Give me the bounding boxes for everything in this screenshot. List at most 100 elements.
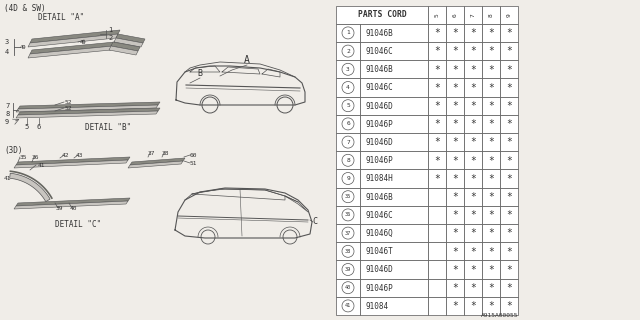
Bar (482, 60, 500, 78)
Circle shape (342, 154, 354, 166)
Bar (360, 242, 428, 260)
Text: *: * (506, 301, 512, 311)
Bar (482, 151, 500, 169)
Text: *: * (506, 210, 512, 220)
Text: *: * (488, 210, 494, 220)
Polygon shape (14, 160, 128, 168)
Text: 40: 40 (345, 285, 351, 290)
Polygon shape (18, 102, 160, 109)
Text: 52: 52 (65, 106, 72, 110)
Text: *: * (506, 119, 512, 129)
Text: *: * (434, 65, 440, 75)
Bar (500, 133, 518, 151)
Circle shape (201, 230, 215, 244)
Text: *: * (452, 28, 458, 38)
Bar (446, 260, 464, 279)
Bar (336, 279, 360, 297)
Text: *: * (506, 46, 512, 56)
Text: *: * (452, 192, 458, 202)
Polygon shape (109, 46, 138, 55)
Bar (360, 206, 428, 224)
Text: 8: 8 (5, 111, 9, 117)
Circle shape (342, 282, 354, 294)
Bar (482, 188, 500, 206)
Text: 6: 6 (346, 121, 350, 126)
Text: 52: 52 (65, 100, 72, 105)
Text: *: * (506, 265, 512, 275)
Bar (446, 224, 464, 242)
Text: *: * (452, 83, 458, 93)
Text: *: * (452, 301, 458, 311)
Text: 37: 37 (148, 150, 156, 156)
Text: 49: 49 (80, 39, 86, 44)
Circle shape (283, 230, 297, 244)
Text: *: * (452, 119, 458, 129)
Bar (360, 260, 428, 279)
Text: 91046P: 91046P (365, 156, 393, 165)
Text: *: * (434, 28, 440, 38)
Bar (446, 6, 464, 24)
Bar (360, 78, 428, 97)
Text: 91084H: 91084H (365, 174, 393, 183)
Text: 41: 41 (38, 163, 45, 167)
Text: *: * (470, 119, 476, 129)
Text: A: A (244, 55, 250, 65)
Text: *: * (506, 247, 512, 257)
Text: *: * (470, 46, 476, 56)
Text: 38: 38 (345, 249, 351, 254)
Text: (3D): (3D) (4, 146, 22, 155)
Text: *: * (434, 156, 440, 166)
Text: *: * (470, 101, 476, 111)
Bar (500, 115, 518, 133)
Circle shape (342, 45, 354, 57)
Text: *: * (488, 46, 494, 56)
Text: *: * (488, 28, 494, 38)
Bar (336, 42, 360, 60)
Bar (336, 188, 360, 206)
Text: *: * (470, 265, 476, 275)
Text: 9: 9 (346, 176, 350, 181)
Bar (428, 151, 446, 169)
Bar (336, 242, 360, 260)
Text: 41: 41 (4, 175, 12, 180)
Text: 43: 43 (76, 153, 83, 157)
Text: 9: 9 (506, 13, 511, 17)
Bar (446, 115, 464, 133)
Text: 91046P: 91046P (365, 284, 393, 292)
Text: DETAIL "C": DETAIL "C" (55, 220, 101, 229)
Bar (500, 78, 518, 97)
Text: *: * (470, 247, 476, 257)
Bar (336, 78, 360, 97)
Bar (336, 60, 360, 78)
Text: 91046D: 91046D (365, 138, 393, 147)
Text: 91046D: 91046D (365, 265, 393, 274)
Bar (464, 97, 482, 115)
Bar (446, 24, 464, 42)
Bar (482, 297, 500, 315)
Text: *: * (434, 46, 440, 56)
Bar (446, 242, 464, 260)
Bar (464, 206, 482, 224)
Text: 6: 6 (452, 13, 458, 17)
Text: *: * (470, 65, 476, 75)
Text: *: * (506, 228, 512, 238)
Text: *: * (488, 101, 494, 111)
Bar (464, 133, 482, 151)
Bar (464, 169, 482, 188)
Text: 91046C: 91046C (365, 84, 393, 92)
Text: *: * (506, 192, 512, 202)
Bar (360, 60, 428, 78)
Circle shape (342, 82, 354, 93)
Bar (428, 115, 446, 133)
Circle shape (342, 209, 354, 221)
Bar (360, 188, 428, 206)
Text: 3: 3 (5, 39, 9, 45)
Text: 6: 6 (36, 124, 40, 130)
Bar (446, 169, 464, 188)
Text: 91084: 91084 (365, 302, 388, 311)
Bar (360, 297, 428, 315)
Bar (482, 206, 500, 224)
Text: 36: 36 (345, 212, 351, 217)
Text: 38: 38 (162, 150, 170, 156)
Text: *: * (506, 101, 512, 111)
